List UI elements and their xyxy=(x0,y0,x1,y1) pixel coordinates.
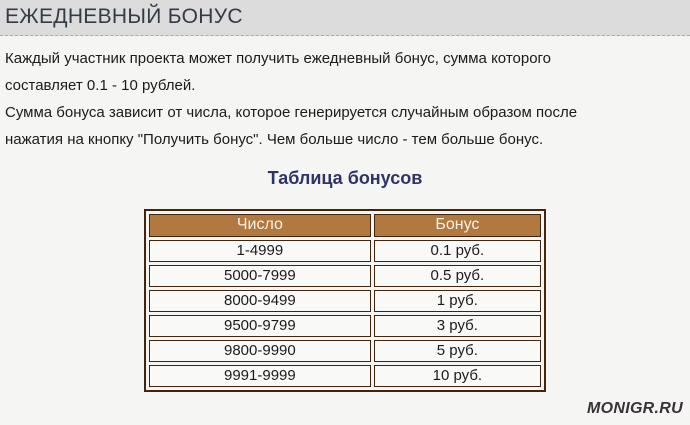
table-row: 5000-7999 0.5 руб. xyxy=(149,265,541,287)
bonus-value-cell: 0.1 руб. xyxy=(373,240,541,262)
number-range-cell: 5000-7999 xyxy=(149,265,371,287)
table-row: 1-4999 0.1 руб. xyxy=(149,240,541,262)
paragraph-line: Сумма бонуса зависит от числа, которое г… xyxy=(5,104,578,121)
bonus-value-cell: 10 руб. xyxy=(373,365,541,387)
description-text: Каждый участник проекта может получить е… xyxy=(0,36,690,153)
number-range-cell: 1-4999 xyxy=(149,240,371,262)
number-range-cell: 8000-9499 xyxy=(149,290,371,312)
table-header-row: Число Бонус xyxy=(149,214,541,237)
paragraph: Сумма бонуса зависит от числа, которое г… xyxy=(5,99,682,153)
bonus-value-cell: 0.5 руб. xyxy=(373,265,541,287)
bonus-value-cell: 5 руб. xyxy=(373,340,541,362)
bonus-value-cell: 1 руб. xyxy=(373,290,541,312)
paragraph-line: нажатия на кнопку "Получить бонус". Чем … xyxy=(5,131,544,148)
bonus-value-cell: 3 руб. xyxy=(373,315,541,337)
number-range-cell: 9991-9999 xyxy=(149,365,371,387)
paragraph-line: составляет 0.1 - 10 рублей. xyxy=(5,77,196,94)
table-row: 9991-9999 10 руб. xyxy=(149,365,541,387)
paragraph-line: Каждый участник проекта может получить е… xyxy=(5,50,552,67)
page-header: ЕЖЕДНЕВНЫЙ БОНУС xyxy=(0,0,690,36)
table-row: 9500-9799 3 руб. xyxy=(149,315,541,337)
column-header-number: Число xyxy=(149,214,371,237)
number-range-cell: 9800-9990 xyxy=(149,340,371,362)
column-header-bonus: Бонус xyxy=(373,214,541,237)
page-title: ЕЖЕДНЕВНЫЙ БОНУС xyxy=(5,5,243,28)
bonus-table: Число Бонус 1-4999 0.1 руб. 5000-7999 0.… xyxy=(144,209,546,392)
site-logo: MONIGR.RU xyxy=(586,400,683,417)
bonus-table-title: Таблица бонусов xyxy=(267,168,423,188)
number-range-cell: 9500-9799 xyxy=(149,315,371,337)
table-row: 8000-9499 1 руб. xyxy=(149,290,541,312)
paragraph: Каждый участник проекта может получить е… xyxy=(5,45,682,99)
table-row: 9800-9990 5 руб. xyxy=(149,340,541,362)
